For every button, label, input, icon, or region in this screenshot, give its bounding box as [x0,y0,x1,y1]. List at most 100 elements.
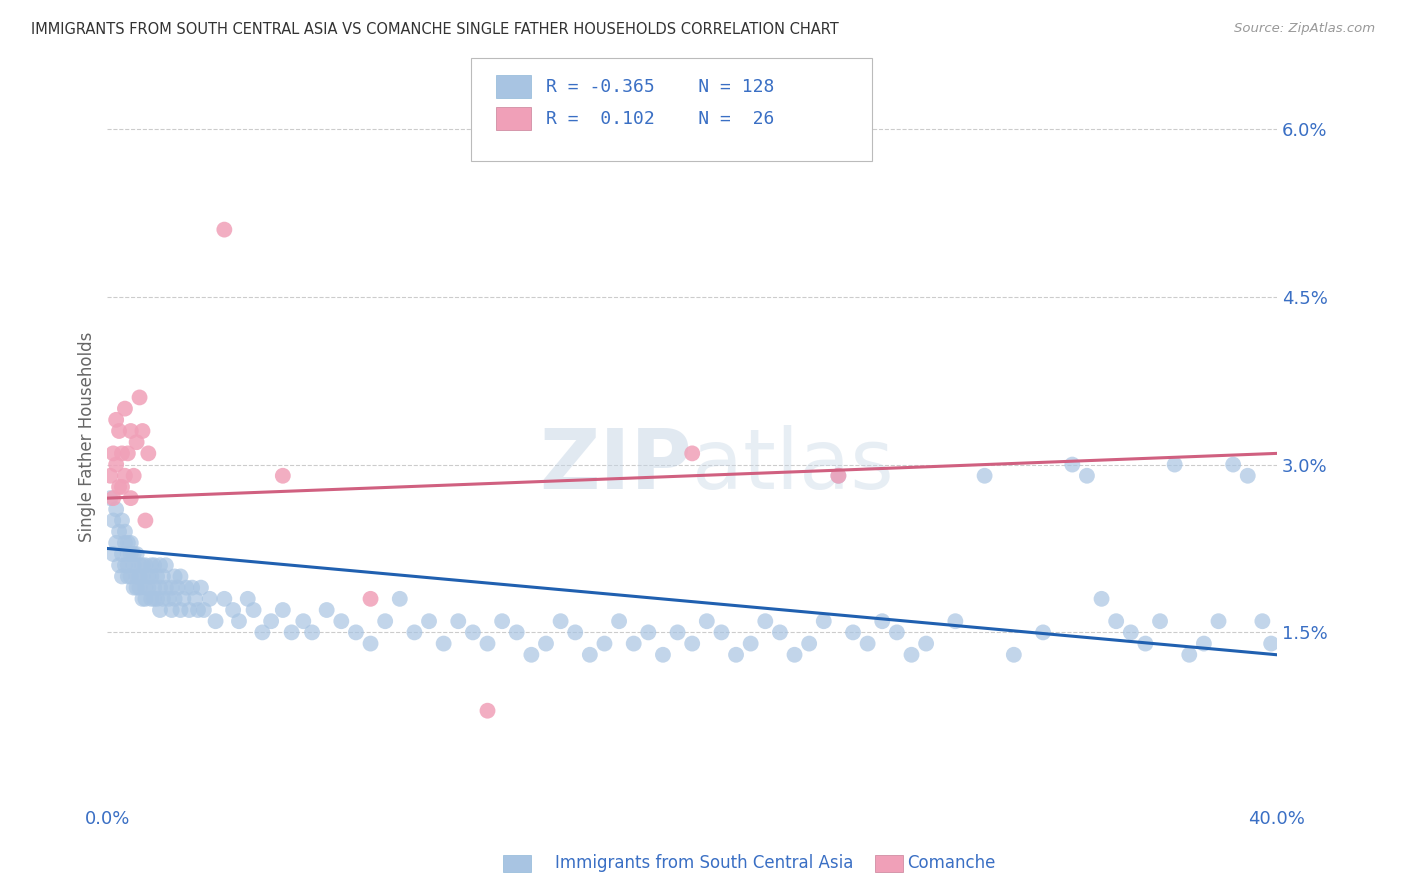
Point [222,603,245,617]
Point [169,603,191,617]
Text: R = -0.365    N = 128: R = -0.365 N = 128 [546,78,773,95]
Point [111,514,134,528]
Point [117,536,139,550]
Point [943,614,966,628]
Text: Immigrants from South Central Asia: Immigrants from South Central Asia [555,855,853,872]
Point [740,637,762,651]
Point [122,581,145,595]
Point [120,569,142,583]
Point [593,637,616,651]
Point [260,614,283,628]
Point [1105,614,1128,628]
Point [108,558,131,573]
Point [128,581,150,595]
Point [120,536,142,550]
Point [117,547,139,561]
Point [98,491,121,505]
Point [725,648,748,662]
Point [550,614,572,628]
Point [125,547,148,561]
Point [181,581,204,595]
Point [146,569,169,583]
Point [198,591,221,606]
Point [1260,637,1282,651]
Point [973,468,995,483]
Point [797,637,820,651]
Point [1163,458,1185,472]
Point [157,591,180,606]
Point [388,591,411,606]
Point [108,424,131,438]
Point [1208,614,1230,628]
Point [520,648,543,662]
Point [681,637,703,651]
Point [136,569,159,583]
Point [271,468,294,483]
Point [105,536,128,550]
Point [204,614,226,628]
Point [813,614,835,628]
Point [103,547,125,561]
Point [193,603,215,617]
Point [143,558,166,573]
Point [143,581,166,595]
Point [155,581,177,595]
Point [292,614,315,628]
Point [149,581,172,595]
Point [111,547,134,561]
Point [1135,637,1157,651]
Point [187,603,209,617]
Point [128,569,150,583]
Point [404,625,426,640]
Point [228,614,250,628]
Point [105,413,128,427]
Point [696,614,718,628]
Point [120,547,142,561]
Point [214,591,236,606]
Point [149,603,172,617]
Point [1062,458,1084,472]
Point [491,614,513,628]
Point [477,704,499,718]
Point [1251,614,1274,628]
Text: ZIP: ZIP [540,425,692,506]
Point [114,401,136,416]
Point [184,591,207,606]
Point [418,614,440,628]
Point [1119,625,1142,640]
Point [190,581,212,595]
Text: atlas: atlas [692,425,894,506]
Text: Comanche: Comanche [907,855,995,872]
Point [128,391,150,405]
Point [131,569,153,583]
Point [134,558,156,573]
Point [136,446,159,460]
Point [1032,625,1054,640]
Point [842,625,865,640]
Point [146,591,169,606]
Point [136,581,159,595]
Point [637,625,659,640]
Point [169,569,191,583]
Point [163,591,186,606]
Point [131,558,153,573]
Point [176,581,198,595]
Point [143,591,166,606]
Point [117,558,139,573]
Point [114,524,136,539]
Point [134,514,156,528]
Point [447,614,470,628]
Point [114,536,136,550]
Point [1236,468,1258,483]
Point [607,614,630,628]
Point [105,502,128,516]
Point [1076,468,1098,483]
Point [122,547,145,561]
Point [172,591,194,606]
Point [108,524,131,539]
Point [141,558,163,573]
Point [149,558,172,573]
Point [344,625,367,640]
Point [301,625,323,640]
Point [1222,458,1244,472]
